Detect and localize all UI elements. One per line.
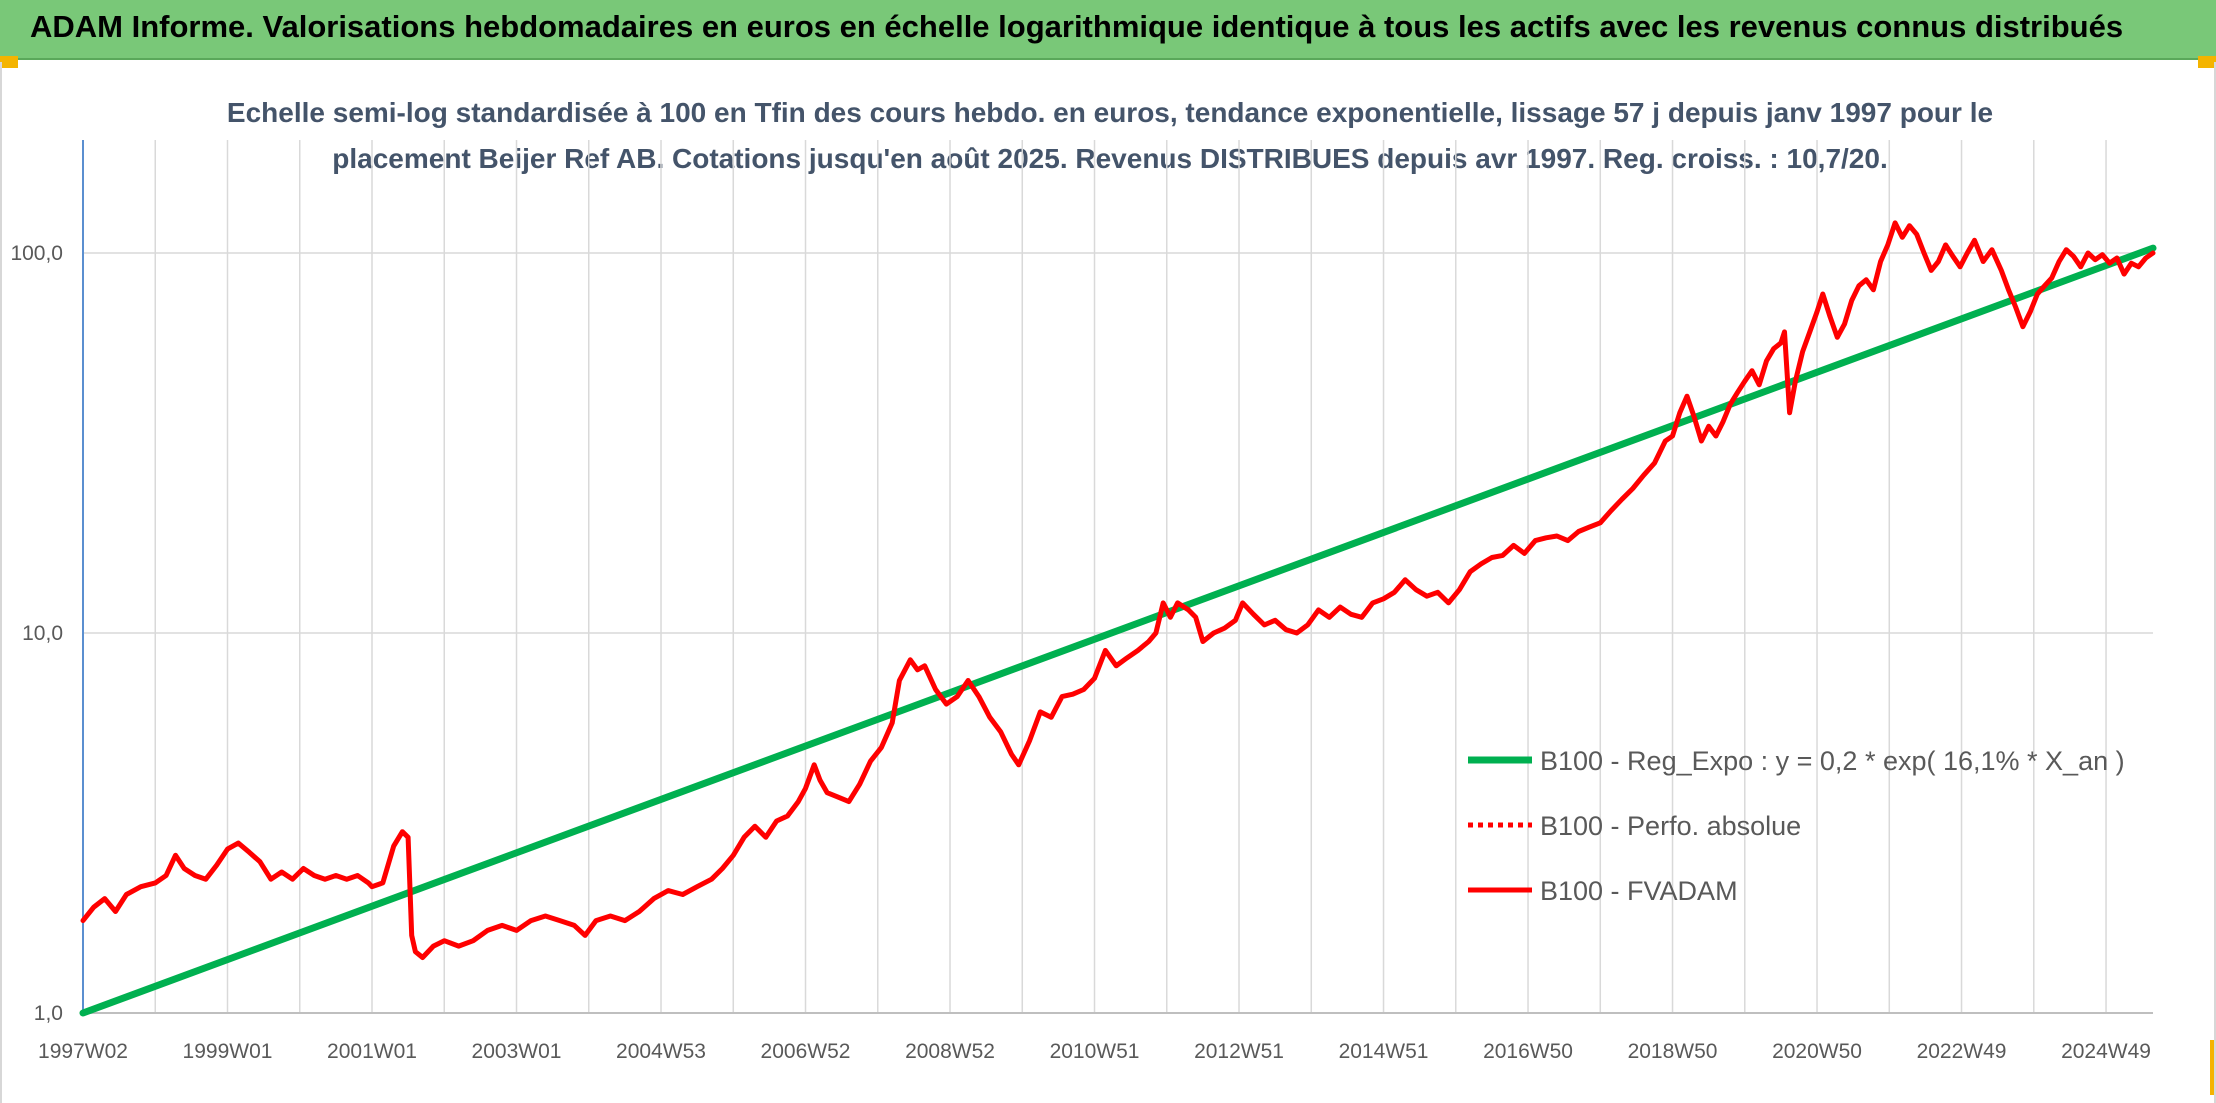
x-tick-label: 2004W53 — [616, 1040, 706, 1063]
chart-frame — [0, 62, 2216, 1103]
corner-marker-right — [2198, 56, 2216, 68]
report-banner: ADAM Informe. Valorisations hebdomadaire… — [0, 0, 2216, 60]
x-tick-label: 2001W01 — [327, 1040, 417, 1063]
side-marker — [2210, 1040, 2216, 1095]
x-tick-label: 2006W52 — [761, 1040, 851, 1063]
x-tick-label: 2022W49 — [1917, 1040, 2007, 1063]
chart-title-line-1: Echelle semi-log standardisée à 100 en T… — [226, 97, 1994, 128]
legend-label-3: B100 - FVADAM — [1540, 876, 1738, 906]
x-tick-label: 2008W52 — [905, 1040, 995, 1063]
y-tick-label: 10,0 — [22, 622, 63, 645]
x-tick-label: 2010W51 — [1050, 1040, 1140, 1063]
x-tick-label: 2003W01 — [472, 1040, 562, 1063]
trend-line — [79, 244, 2157, 1017]
legend: B100 - Reg_Expo : y = 0,2 * exp( 16,1% *… — [1468, 746, 2125, 906]
banner-title: ADAM Informe. Valorisations hebdomadaire… — [30, 9, 2124, 44]
y-tick-label: 100,0 — [10, 242, 63, 265]
fvadam-line — [80, 220, 2156, 960]
series-layer — [79, 220, 2157, 1017]
corner-marker-left — [0, 56, 18, 68]
chart-title: Echelle semi-log standardisée à 100 en T… — [160, 90, 2060, 182]
x-tick-label: 2014W51 — [1339, 1040, 1429, 1063]
chart-title-line-2: placement Beijer Ref AB. Cotations jusqu… — [332, 143, 1888, 174]
axis-layer: 1,0 10,0 100,0 1997W02 1999W01 2001W01 2003W01… — [10, 140, 2153, 1063]
x-tick-label: 2016W50 — [1483, 1040, 1573, 1063]
x-tick-label: 2012W51 — [1194, 1040, 1284, 1063]
legend-label-1: B100 - Reg_Expo : y = 0,2 * exp( 16,1% *… — [1540, 746, 2125, 776]
x-tick-label: 2018W50 — [1628, 1040, 1718, 1063]
legend-label-2: B100 - Perfo. absolue — [1540, 811, 1801, 841]
x-tick-label: 1997W02 — [38, 1040, 128, 1063]
y-tick-label: 1,0 — [34, 1002, 63, 1025]
x-tick-label: 2020W50 — [1772, 1040, 1862, 1063]
x-tick-label: 2024W49 — [2061, 1040, 2151, 1063]
x-tick-label: 1999W01 — [183, 1040, 273, 1063]
grid-layer — [83, 140, 2153, 1014]
